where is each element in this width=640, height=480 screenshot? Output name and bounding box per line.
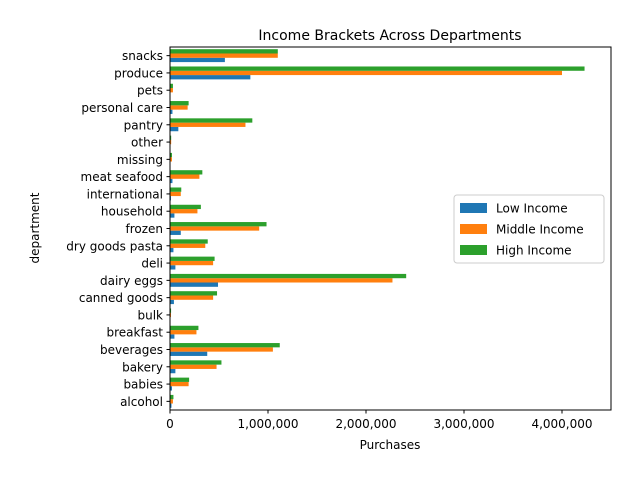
- legend-swatch: [460, 245, 487, 255]
- bar-high-income-frozen: [170, 222, 267, 227]
- bar-middle-income-other: [170, 139, 172, 145]
- y-tick-label: dairy eggs: [100, 274, 163, 288]
- x-tick-label: 1,000,000: [237, 417, 298, 431]
- y-tick-label: babies: [123, 378, 163, 392]
- bar-high-income-missing: [170, 152, 172, 158]
- y-tick-label: dry goods pasta: [66, 239, 163, 253]
- bar-middle-income-bakery: [170, 364, 217, 369]
- bar-middle-income-international: [170, 191, 181, 197]
- bar-high-income-pets: [170, 83, 173, 89]
- bar-middle-income-alcohol: [170, 399, 173, 404]
- legend-label: High Income: [496, 244, 572, 258]
- y-tick-label: international: [87, 187, 163, 201]
- y-tick-label: bakery: [122, 360, 163, 374]
- plot-frame: [169, 46, 612, 411]
- bar-high-income-babies: [170, 377, 190, 382]
- bar-high-income-alcohol: [170, 394, 174, 400]
- bar-high-income-bakery: [170, 360, 222, 365]
- y-axis-label: department: [28, 192, 42, 263]
- bar-middle-income-produce: [170, 70, 562, 76]
- bar-middle-income-pets: [170, 88, 173, 93]
- bar-high-income-other: [170, 135, 172, 140]
- bar-low-income-breakfast: [170, 334, 175, 339]
- x-tick-label: 3,000,000: [433, 417, 494, 431]
- bar-low-income-household: [170, 213, 175, 218]
- bars-group: [170, 49, 585, 408]
- bar-middle-income-missing: [170, 157, 172, 162]
- bar-high-income-bulk: [170, 308, 172, 313]
- bar-middle-income-personal-care: [170, 105, 188, 110]
- y-tick-label: personal care: [81, 101, 163, 115]
- legend: Low Income Middle Income High Income: [453, 194, 605, 264]
- bar-low-income-produce: [170, 75, 251, 80]
- y-tick-label: breakfast: [106, 326, 163, 340]
- legend-label: Middle Income: [496, 223, 584, 237]
- y-tick-label: snacks: [122, 49, 163, 63]
- bar-high-income-beverages: [170, 343, 280, 348]
- bar-high-income-household: [170, 204, 201, 210]
- bar-high-income-dairy-eggs: [170, 273, 407, 279]
- bar-high-income-breakfast: [170, 325, 199, 331]
- y-axis: alcohol babies bakery beverages breakfast bul…: [66, 49, 170, 409]
- bar-low-income-alcohol: [170, 403, 172, 408]
- bar-middle-income-meat-seafood: [170, 174, 200, 179]
- bar-high-income-pantry: [170, 118, 253, 123]
- y-tick-label: deli: [141, 257, 163, 271]
- y-tick-label: frozen: [125, 222, 163, 236]
- bar-high-income-deli: [170, 256, 215, 261]
- bar-low-income-snacks: [170, 57, 225, 63]
- bar-low-income-babies: [170, 386, 172, 391]
- chart-title: Income Brackets Across Departments: [258, 28, 521, 44]
- legend-label: Low Income: [496, 202, 568, 216]
- y-tick-label: household: [101, 205, 163, 219]
- x-tick-label: 4,000,000: [531, 417, 592, 431]
- bar-low-income-pantry: [170, 126, 179, 132]
- bar-high-income-personal-care: [170, 101, 189, 106]
- x-axis: 0 1,000,000 2,000,000 3,000,000 4,000,000: [166, 410, 593, 431]
- bar-middle-income-dry-goods-pasta: [170, 243, 206, 248]
- y-tick-label: other: [131, 136, 163, 150]
- bar-middle-income-deli: [170, 260, 214, 266]
- bar-middle-income-frozen: [170, 226, 260, 231]
- bar-middle-income-pantry: [170, 122, 246, 127]
- legend-swatch: [460, 203, 487, 213]
- bar-low-income-meat-seafood: [170, 178, 173, 184]
- bar-low-income-deli: [170, 265, 176, 270]
- y-tick-label: bulk: [137, 308, 163, 322]
- bar-low-income-canned-goods: [170, 299, 174, 305]
- bar-middle-income-snacks: [170, 53, 278, 58]
- bar-low-income-dry-goods-pasta: [170, 247, 174, 253]
- bar-low-income-personal-care: [170, 109, 173, 114]
- y-tick-label: canned goods: [79, 291, 163, 305]
- bar-high-income-snacks: [170, 49, 278, 54]
- bar-low-income-dairy-eggs: [170, 282, 219, 287]
- y-tick-label: beverages: [100, 343, 163, 357]
- y-tick-label: missing: [117, 153, 163, 167]
- y-tick-label: pantry: [124, 118, 163, 132]
- bar-high-income-dry-goods-pasta: [170, 239, 208, 244]
- bar-middle-income-babies: [170, 381, 189, 387]
- bar-low-income-beverages: [170, 351, 208, 356]
- bar-middle-income-household: [170, 209, 198, 214]
- y-tick-label: meat seafood: [81, 170, 163, 184]
- legend-swatch: [460, 224, 487, 234]
- bar-low-income-frozen: [170, 230, 181, 235]
- bar-middle-income-canned-goods: [170, 295, 214, 300]
- bar-middle-income-beverages: [170, 347, 273, 352]
- x-axis-label: Purchases: [360, 438, 421, 452]
- bar-high-income-canned-goods: [170, 291, 218, 296]
- x-tick-label: 0: [166, 417, 174, 431]
- bar-high-income-meat-seafood: [170, 170, 203, 175]
- bar-middle-income-dairy-eggs: [170, 278, 393, 283]
- bar-low-income-bakery: [170, 368, 176, 374]
- y-tick-label: alcohol: [120, 395, 163, 409]
- y-tick-label: produce: [114, 66, 163, 80]
- bar-middle-income-breakfast: [170, 330, 197, 335]
- bar-high-income-international: [170, 187, 182, 192]
- bar-high-income-produce: [170, 66, 585, 71]
- legend-box: [453, 194, 605, 264]
- y-tick-label: pets: [137, 84, 163, 98]
- x-tick-label: 2,000,000: [335, 417, 396, 431]
